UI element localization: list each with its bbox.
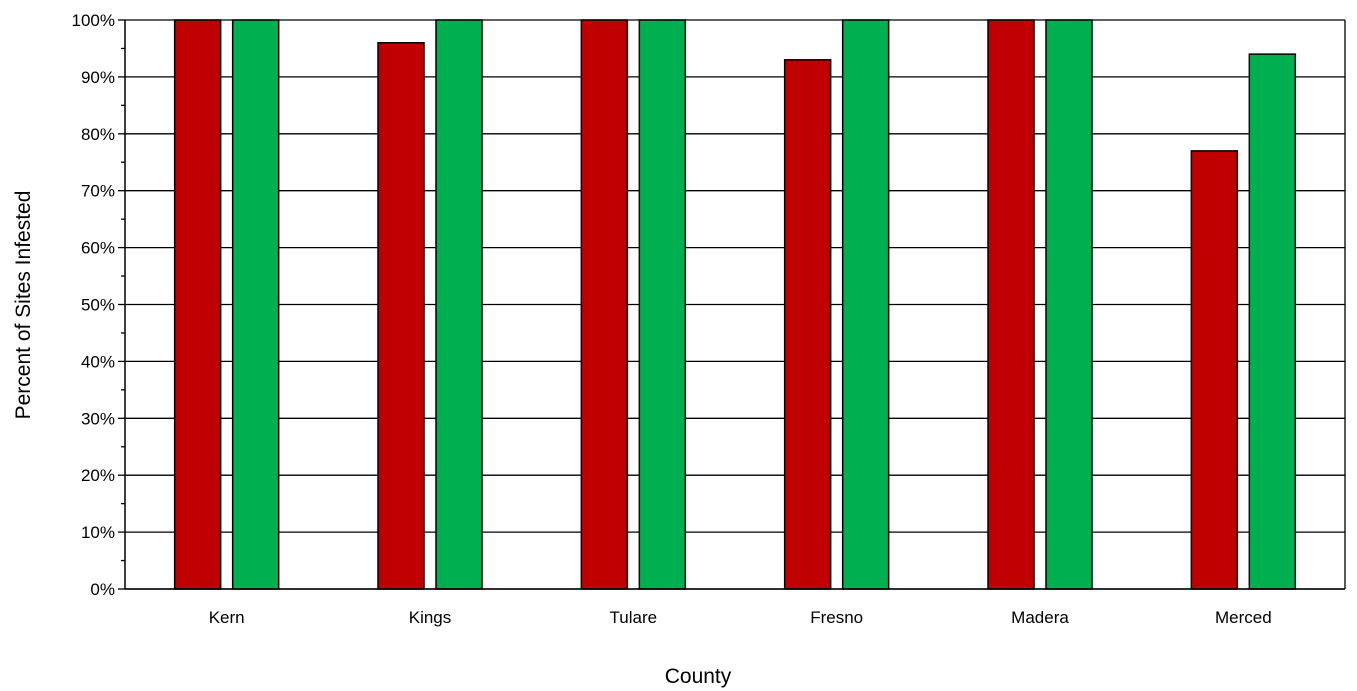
y-tick-label: 70%	[81, 182, 115, 201]
x-tick-label: Merced	[1215, 608, 1272, 627]
bar-merced-series-2	[1248, 53, 1297, 590]
bar-merced-series-1	[1190, 150, 1239, 590]
bar-fresno-series-2	[841, 19, 890, 590]
y-tick-label: 50%	[81, 296, 115, 315]
y-tick-label: 0%	[90, 580, 115, 599]
x-tick-label: Fresno	[810, 608, 863, 627]
x-tick-label: Tulare	[610, 608, 658, 627]
y-tick-label: 80%	[81, 125, 115, 144]
x-tick-label: Kings	[409, 608, 452, 627]
y-tick-label: 100%	[72, 11, 115, 30]
bar-kings-series-2	[435, 19, 483, 590]
x-tick-label: Kern	[209, 608, 245, 627]
axes	[118, 19, 1346, 590]
bar-madera-series-2	[1045, 19, 1093, 590]
y-axis-title: Percent of Sites Infested	[12, 191, 35, 420]
bar-kern-series-2	[231, 19, 280, 590]
bar-kings-series-1	[377, 42, 425, 590]
bar-tulare-series-1	[580, 19, 629, 590]
y-tick-label: 10%	[81, 523, 115, 542]
bars	[173, 19, 1297, 590]
x-tick-label: Madera	[1011, 608, 1069, 627]
y-tick-labels: 0% 10% 20% 30% 40% 50% 60% 70% 80% 90% 100%	[72, 11, 115, 599]
bar-kern-series-1	[173, 19, 222, 590]
y-tick-label: 30%	[81, 409, 115, 428]
x-tick-labels: Kern Kings Tulare Fresno Madera Merced	[209, 608, 1272, 627]
bar-tulare-series-2	[638, 19, 687, 590]
x-axis-title: County	[665, 665, 732, 688]
y-tick-label: 60%	[81, 239, 115, 258]
y-tick-label: 90%	[81, 68, 115, 87]
gridlines	[125, 19, 1345, 590]
y-tick-label: 20%	[81, 466, 115, 485]
bar-fresno-series-1	[783, 59, 832, 590]
y-tick-label: 40%	[81, 352, 115, 371]
bar-madera-series-1	[987, 19, 1035, 590]
